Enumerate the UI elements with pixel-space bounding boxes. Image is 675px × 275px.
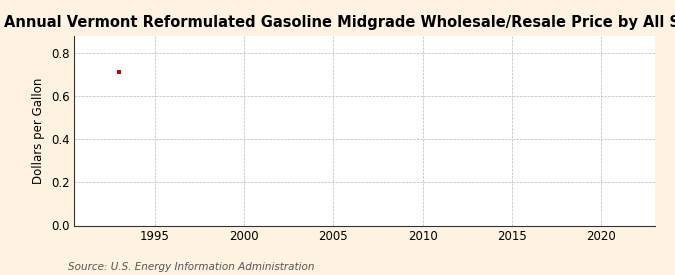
- Text: Source: U.S. Energy Information Administration: Source: U.S. Energy Information Administ…: [68, 262, 314, 272]
- Title: Annual Vermont Reformulated Gasoline Midgrade Wholesale/Resale Price by All Sell: Annual Vermont Reformulated Gasoline Mid…: [3, 15, 675, 31]
- Y-axis label: Dollars per Gallon: Dollars per Gallon: [32, 78, 45, 184]
